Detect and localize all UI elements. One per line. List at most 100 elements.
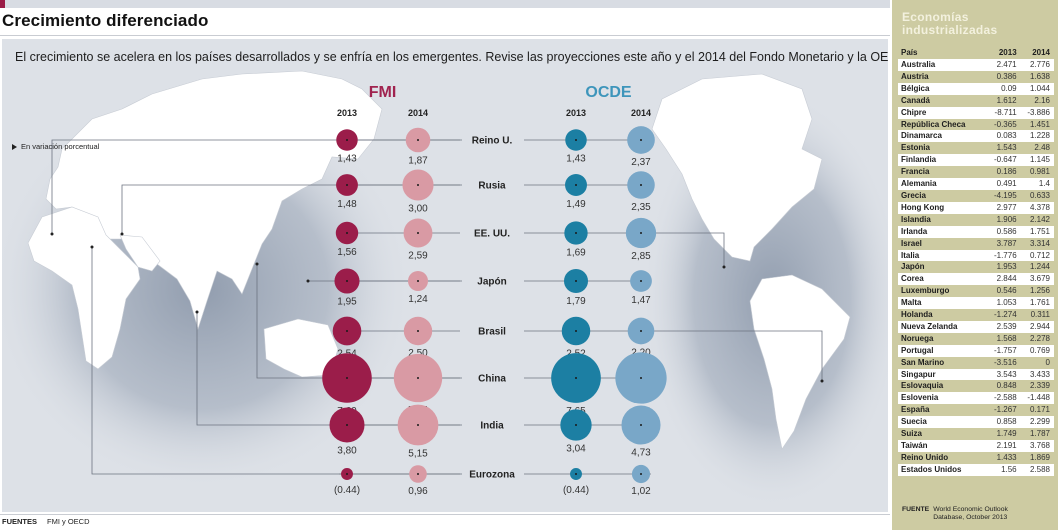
- bubble-center-dot: [417, 280, 419, 282]
- table-row: Francia 0.186 0.981: [898, 166, 1054, 179]
- unit-note-text: En variación porcentual: [21, 142, 100, 151]
- cell-value-2013: -8.711: [987, 106, 1021, 119]
- table-row: Canadá 1.612 2.16: [898, 94, 1054, 107]
- cell-country: Japón: [898, 261, 988, 274]
- bubble-center-dot: [346, 377, 348, 379]
- cell-value-2013: 1.433: [987, 451, 1021, 464]
- bubble-center-dot: [417, 377, 419, 379]
- cell-value-2014: 0.633: [1020, 189, 1054, 202]
- data-label: 2,37: [631, 157, 651, 168]
- table-row: Singapur 3.543 3.433: [898, 368, 1054, 381]
- table-row: Reino Unido 1.433 1.869: [898, 451, 1054, 464]
- cell-value-2013: -0.647: [987, 154, 1021, 167]
- bubble-center-dot: [346, 424, 348, 426]
- table-row: España -1.267 0.171: [898, 404, 1054, 417]
- cell-value-2013: -1.274: [987, 309, 1021, 321]
- cell-value-2014: -1.448: [1020, 392, 1054, 405]
- map-location-dot: [120, 232, 124, 236]
- cell-value-2013: 1.568: [987, 332, 1021, 345]
- bubble-chart: FMI OCDE 2013 2014 2013 2014 Reino U. 1,43 1,87 1…: [2, 70, 888, 509]
- cell-value-2014: 2.16: [1020, 94, 1054, 107]
- data-label: 1,49: [566, 199, 586, 210]
- map-location-dot: [820, 379, 824, 383]
- cell-value-2014: 0.171: [1020, 404, 1054, 417]
- cell-value-2013: 3.787: [987, 237, 1021, 250]
- table-row: Estonia 1.543 2.48: [898, 142, 1054, 155]
- divider: [0, 35, 890, 36]
- data-label: 1,87: [408, 155, 428, 166]
- table-row: Nueva Zelanda 2.539 2.944: [898, 320, 1054, 333]
- cell-value-2013: 0.09: [987, 82, 1021, 95]
- data-label: 1,79: [566, 296, 586, 307]
- year-header: 2013: [337, 108, 357, 118]
- cell-value-2014: 1.145: [1020, 154, 1054, 167]
- category-label: Reino U.: [472, 136, 513, 147]
- cell-country: Holanda: [898, 309, 988, 321]
- footer-source: FUENTES FMI y OECD: [2, 517, 90, 526]
- cell-country: Noruega: [898, 332, 988, 345]
- fmi-group-title: FMI: [369, 84, 397, 101]
- cell-value-2013: -1.267: [987, 404, 1021, 417]
- category-label: Brasil: [478, 327, 506, 338]
- cell-country: Bélgica: [898, 82, 988, 95]
- sidebar-source-label: FUENTE: [902, 506, 930, 513]
- cell-country: Grecia: [898, 189, 988, 202]
- cell-value-2014: 3.433: [1020, 368, 1054, 381]
- table-row: San Marino -3.516 0: [898, 356, 1054, 369]
- data-label: 0,96: [408, 486, 428, 497]
- bubble-center-dot: [640, 232, 642, 234]
- table-row: Taiwán 2.191 3.768: [898, 440, 1054, 452]
- data-label: 1,47: [631, 295, 651, 306]
- cell-value-2014: 1.256: [1020, 285, 1054, 298]
- cell-value-2013: 0.083: [987, 130, 1021, 143]
- data-label: (0.44): [334, 485, 360, 496]
- cell-country: Estados Unidos: [898, 463, 988, 476]
- cell-country: Irlanda: [898, 225, 988, 238]
- subtitle: El crecimiento se acelera en los países …: [15, 50, 888, 64]
- table-row: Eslovenia -2.588 -1.448: [898, 392, 1054, 405]
- cell-value-2013: 1.612: [987, 94, 1021, 107]
- connector-line: [652, 330, 823, 381]
- bubble-center-dot: [417, 330, 419, 332]
- sidebar-title: Economías industrializadas: [902, 10, 998, 37]
- accent-mark: [0, 0, 5, 8]
- cell-country: Reino Unido: [898, 451, 988, 464]
- map-location-dot: [90, 245, 94, 249]
- bubble-center-dot: [575, 184, 577, 186]
- map-location-dot: [306, 279, 310, 283]
- table-row: Bélgica 0.09 1.044: [898, 82, 1054, 95]
- map-africa: [27, 206, 141, 370]
- connector-line: [51, 139, 462, 234]
- cell-country: Suecia: [898, 416, 988, 429]
- cell-value-2013: 0.186: [987, 166, 1021, 179]
- map-south-america: [749, 274, 851, 450]
- cell-country: Canadá: [898, 94, 988, 107]
- table-row: Islandia 1.906 2.142: [898, 213, 1054, 226]
- bubble-center-dot: [640, 330, 642, 332]
- cell-value-2014: 1.4: [1020, 178, 1054, 190]
- table-row: Hong Kong 2.977 4.378: [898, 201, 1054, 214]
- bubble-center-dot: [575, 232, 577, 234]
- cell-value-2013: 1.053: [987, 297, 1021, 310]
- cell-value-2014: 2.944: [1020, 320, 1054, 333]
- cell-value-2014: 0: [1020, 356, 1054, 369]
- bubble-center-dot: [640, 424, 642, 426]
- bubble-center-dot: [346, 139, 348, 141]
- cell-country: Australia: [898, 59, 988, 71]
- cell-country: Eslovaquia: [898, 380, 988, 393]
- bubble-center-dot: [417, 473, 419, 475]
- map-location-dot: [255, 262, 259, 266]
- footer-divider: [0, 514, 890, 515]
- table-row: Grecia -4.195 0.633: [898, 189, 1054, 202]
- cell-value-2014: 3.314: [1020, 237, 1054, 250]
- world-map: [27, 70, 851, 450]
- table-row: Holanda -1.274 0.311: [898, 309, 1054, 321]
- sidebar-industrialized: Economías industrializadas País 2013 201…: [892, 0, 1058, 530]
- table-row: Corea 2.844 3.679: [898, 273, 1054, 286]
- data-label: 1,43: [337, 154, 357, 165]
- bubble-center-dot: [575, 280, 577, 282]
- cell-value-2013: -1.757: [987, 344, 1021, 357]
- cell-value-2013: 2.977: [987, 201, 1021, 214]
- cell-value-2014: 2.588: [1020, 463, 1054, 476]
- column-header-country: País: [901, 47, 918, 57]
